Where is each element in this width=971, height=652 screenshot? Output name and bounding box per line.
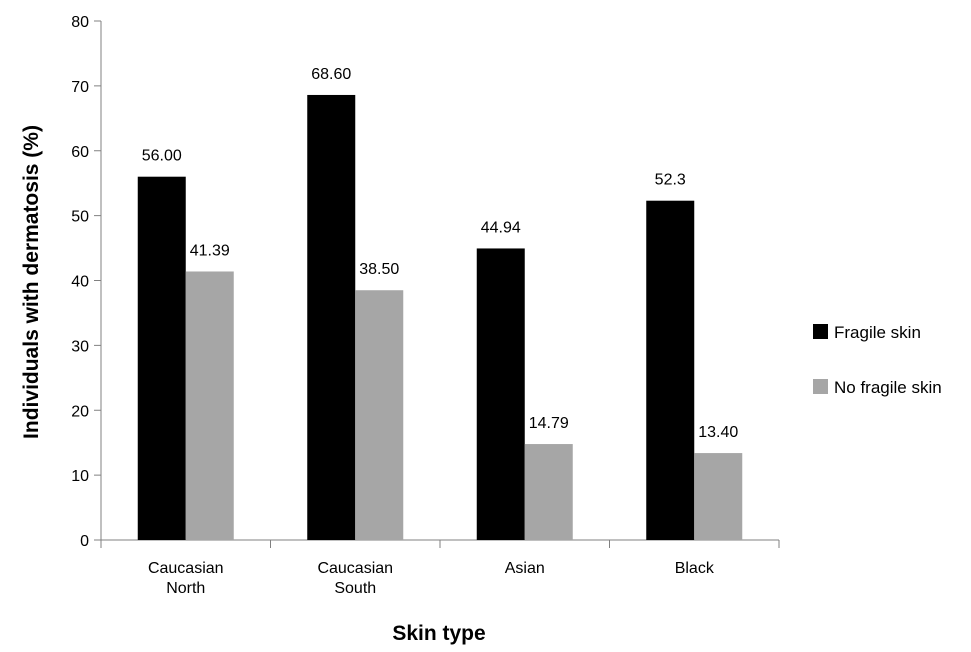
bar-no-fragile-skin [185,271,234,540]
bar-fragile-skin [307,94,356,541]
bar-fragile-skin [646,200,695,541]
y-tick-label: 70 [71,79,89,96]
legend-label: No fragile skin [834,378,942,397]
legend-swatch [813,379,828,394]
legend-swatch [813,324,828,339]
bar-fragile-skin [476,248,525,540]
bar-value-label: 13.40 [698,424,738,441]
bar-value-label: 38.50 [359,261,399,278]
category-label: Black [675,560,715,577]
x-axis: Caucasian North Caucasian South Asian Black [100,539,780,597]
category-label: Asian [505,560,545,577]
legend: Fragile skin No fragile skin [813,323,942,397]
bar-value-label: 68.60 [311,66,351,83]
bar-value-label: 52.3 [655,172,686,189]
bar-no-fragile-skin [355,290,404,540]
bar-no-fragile-skin [524,444,573,540]
y-axis: 0 10 20 30 40 50 60 70 80 [71,14,102,550]
x-axis-title: Skin type [392,622,485,645]
y-tick-label: 20 [71,403,89,420]
bar-value-label: 56.00 [142,148,182,165]
y-tick-label: 40 [71,274,89,291]
legend-label: Fragile skin [834,323,921,342]
bar-value-label: 41.39 [190,242,230,259]
y-tick-label: 60 [71,144,89,161]
category-label: Caucasian North [148,560,224,597]
bar-value-label: 14.79 [529,415,569,432]
y-tick-label: 80 [71,14,89,31]
y-tick-label: 10 [71,468,89,485]
bars [137,94,743,541]
data-labels: 56.00 68.60 44.94 52.3 41.39 38.50 14.79 13.40 [142,66,739,441]
y-tick-label: 50 [71,209,89,226]
bar-fragile-skin [137,176,186,540]
y-tick-label: 30 [71,338,89,355]
category-label: Caucasian South [317,560,393,597]
bar-value-label: 44.94 [481,219,521,236]
y-axis-title: Individuals with dermatosis (%) [20,125,43,439]
y-tick-label: 0 [80,533,89,550]
bar-no-fragile-skin [694,453,743,540]
